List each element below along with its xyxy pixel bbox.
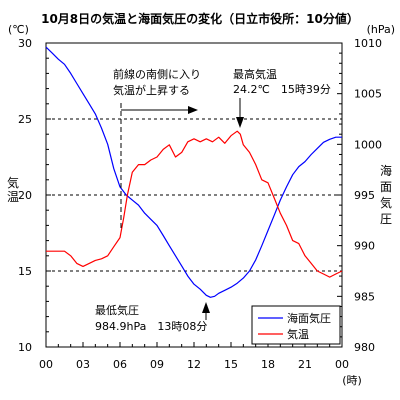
right-tick-label: 985: [354, 290, 375, 303]
right-unit-label: (hPa): [367, 23, 395, 36]
chart-title: 10月8日の気温と海面気圧の変化（日立市役所：10分値）: [41, 12, 359, 26]
right-tick-label: 980: [354, 341, 375, 354]
annotation-max-arrow-head: [236, 117, 244, 128]
legend-box: [251, 305, 341, 345]
legend-label: 気温: [287, 327, 309, 341]
x-tick-label: 15: [224, 358, 238, 371]
x-tick-label: 09: [150, 358, 164, 371]
right-axis-label: 海面気圧: [380, 163, 392, 226]
x-tick-label: 06: [113, 358, 127, 371]
series-line-temperature: [46, 130, 343, 278]
annotation-max-value: 24.2℃ 15時39分: [233, 83, 331, 96]
x-tick-label: 03: [76, 358, 90, 371]
x-tick-label: 00: [39, 358, 53, 371]
left-tick-label: 30: [18, 37, 32, 50]
annotation-min-arrow-head: [202, 302, 210, 313]
annotation-min-title: 最低気圧: [95, 303, 139, 317]
left-tick-label: 15: [18, 265, 32, 278]
left-unit-label: (℃): [8, 23, 29, 36]
annotation-front-line1: 前線の南側に入り: [113, 67, 201, 81]
annotation-front-arrow-head: [188, 106, 198, 114]
right-tick-label: 1010: [354, 37, 382, 50]
x-tick-label: 12: [187, 358, 201, 371]
right-tick-label: 1005: [354, 88, 382, 101]
left-axis-label: 気温: [7, 175, 19, 204]
right-tick-label: 1000: [354, 138, 382, 151]
annotation-min-value: 984.9hPa 13時08分: [95, 320, 207, 333]
x-tick-label: 18: [261, 358, 275, 371]
annotation-front-line2: 気温が上昇する: [113, 83, 190, 97]
left-tick-label: 20: [18, 189, 32, 202]
right-tick-label: 990: [354, 240, 375, 253]
series-line-pressure: [45, 46, 342, 298]
x-tick-label: 00: [335, 358, 349, 371]
x-tick-label: 21: [298, 358, 312, 371]
left-tick-label: 10: [18, 341, 32, 354]
left-tick-label: 25: [18, 113, 32, 126]
x-unit-label: (時): [342, 374, 362, 387]
annotation-max-title: 最高気温: [233, 67, 277, 81]
legend-label: 海面気圧: [287, 311, 331, 325]
right-tick-label: 995: [354, 189, 375, 202]
